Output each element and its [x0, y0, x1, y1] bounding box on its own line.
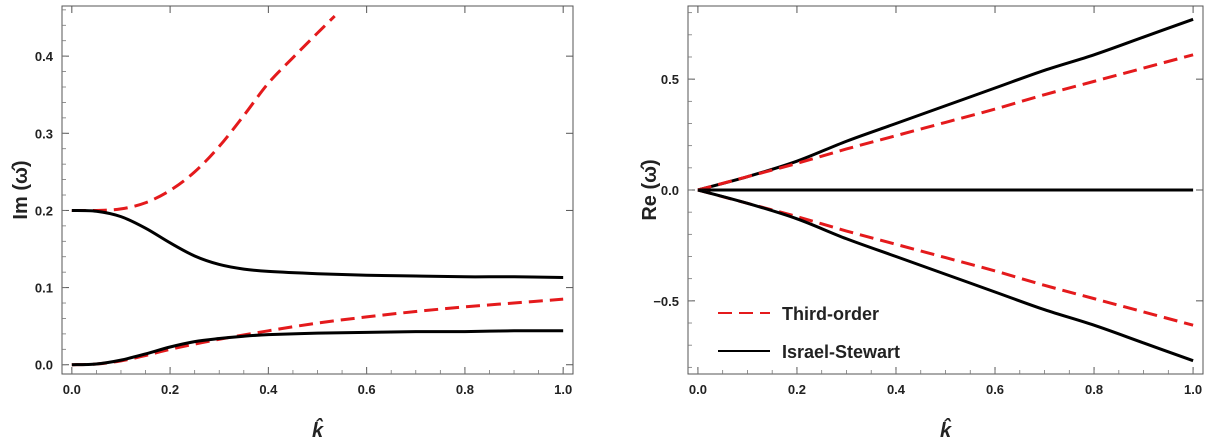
series-line-2-solid: [71, 208, 564, 280]
series-line-2-dashed: [697, 53, 1194, 192]
legend-label-2: Israel-Stewart: [782, 342, 900, 362]
x-tick-label: 0.4: [259, 382, 278, 397]
x-tick-label: 0.6: [986, 382, 1004, 397]
y-tick-label: 0.0: [35, 358, 53, 373]
x-tick-label: 1.0: [554, 382, 572, 397]
y-tick-label: −0.5: [653, 294, 679, 309]
y-tick-label: 0.2: [35, 203, 53, 218]
x-tick-label: 0.2: [161, 382, 179, 397]
x-tick-label: 0.0: [689, 382, 707, 397]
legend-label-1: Third-order: [782, 304, 879, 324]
y-tick-label: 0.1: [35, 281, 53, 296]
series-line-4-solid: [71, 329, 564, 367]
y-axis-title: Re (ω̂): [639, 159, 661, 220]
y-axis-title: Im (ω̂): [10, 160, 32, 219]
x-tick-label: 0.8: [456, 382, 474, 397]
series-line-5-solid: [697, 188, 1194, 363]
x-tick-label: 0.2: [788, 382, 806, 397]
legend: Third-order Israel-Stewart: [718, 304, 900, 362]
x-tick-label: 0.8: [1085, 382, 1103, 397]
plot-frame: [61, 5, 574, 375]
plot-panel-2: 0.0 0.2 0.4 0.6 0.8 1.0 −0.5 0.0 0.5 Re (ω̂) k̂ Thi…: [639, 5, 1204, 442]
y-tick-label: 0.5: [661, 72, 679, 87]
y-tick-label: 0.3: [35, 126, 53, 141]
x-tick-label: 1.0: [1184, 382, 1202, 397]
plot-panel-1: 0.0 0.2 0.4 0.6 0.8 1.0 0.0 0.1 0.2 0.3 0.4 Im (ω̂)…: [10, 5, 574, 442]
y-tick-label: 0.4: [35, 49, 54, 64]
y-tick-label: 0.0: [661, 183, 679, 198]
x-axis-title: k̂: [940, 417, 952, 442]
series-line-1-solid: [697, 17, 1194, 192]
series-line-1-dashed: [71, 14, 336, 213]
x-axis-title: k̂: [312, 417, 324, 442]
x-tick-label: 0.6: [358, 382, 376, 397]
x-tick-label: 0.0: [63, 382, 81, 397]
x-tick-label: 0.4: [887, 382, 906, 397]
